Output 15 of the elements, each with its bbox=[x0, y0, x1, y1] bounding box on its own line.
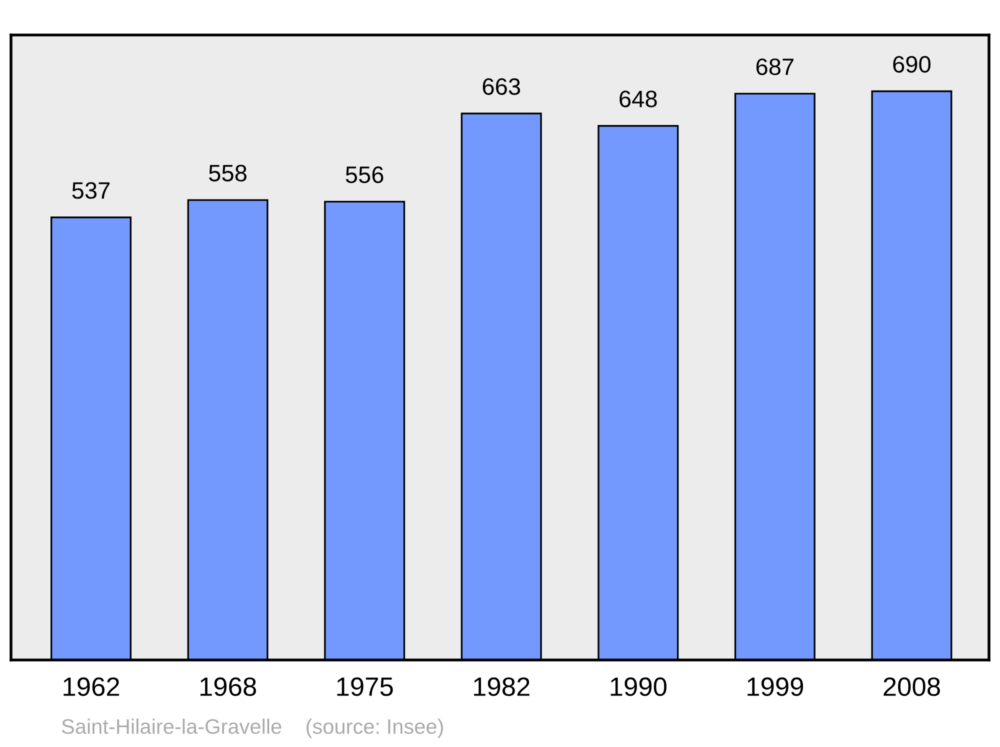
x-tick-label: 1968 bbox=[200, 677, 256, 696]
data-label: 537 bbox=[72, 182, 110, 199]
data-label: 690 bbox=[893, 56, 930, 73]
x-tick-label: 1975 bbox=[337, 677, 393, 696]
data-label: 648 bbox=[620, 90, 657, 108]
x-tick-label: 1962 bbox=[64, 677, 120, 696]
x-tick-label: 1982 bbox=[474, 677, 530, 696]
x-tick-label: 2008 bbox=[884, 677, 940, 696]
data-label: 558 bbox=[209, 164, 246, 182]
data-label: 663 bbox=[482, 78, 520, 95]
text: Saint-Hilaire-la-Gravelle (source: Insee) bbox=[62, 718, 443, 738]
data-label: 556 bbox=[346, 166, 384, 184]
x-tick-label: 1990 bbox=[610, 677, 666, 696]
data-label: 687 bbox=[756, 58, 794, 76]
x-tick-label: 1999 bbox=[748, 677, 804, 696]
